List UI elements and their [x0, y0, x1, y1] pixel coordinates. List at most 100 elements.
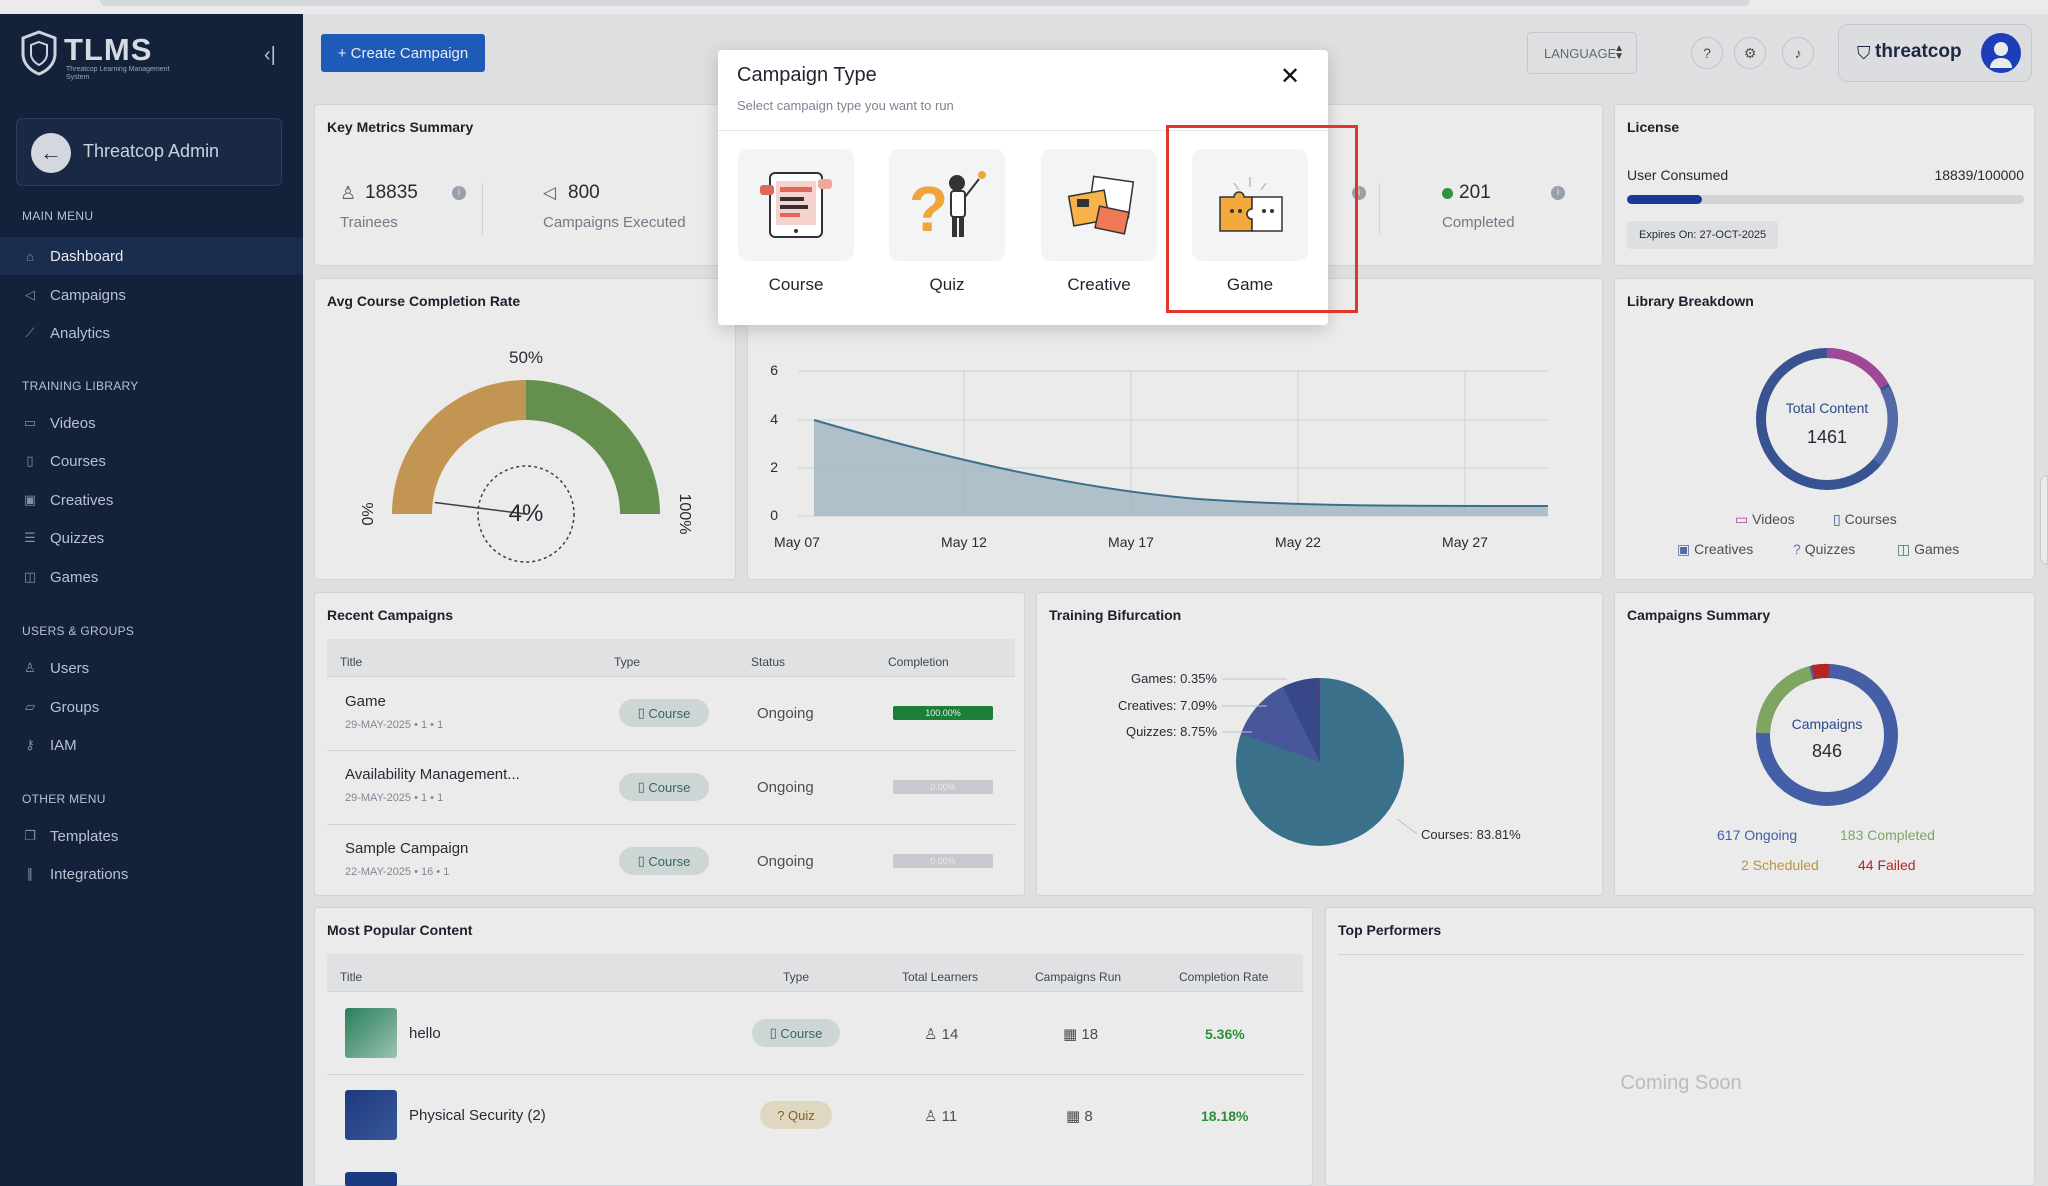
license-progress-track [1627, 195, 2024, 204]
link-icon: ∥ [26, 866, 34, 881]
create-campaign-button[interactable]: + Create Campaign [321, 34, 485, 72]
type-badge: ▯ Course [619, 699, 709, 727]
help-circle-icon: ? [777, 1107, 789, 1123]
content-title[interactable]: hello [409, 1025, 441, 1042]
completed-ring [1756, 666, 1814, 734]
course-illustration [738, 149, 854, 261]
sidebar-item-games[interactable]: ◫ Games [0, 558, 303, 596]
option-label: Quiz [929, 275, 965, 294]
shield-logo-icon [21, 30, 57, 76]
option-quiz[interactable]: ? Quiz [889, 149, 1005, 307]
gauge-left-arc [392, 380, 526, 514]
sidebar-item-dashboard[interactable]: ⌂ Dashboard [0, 237, 303, 275]
library-breakdown-title: Library Breakdown [1627, 293, 1754, 309]
info-icon[interactable]: i [1551, 186, 1565, 200]
sidebar-item-campaigns[interactable]: ◁ Campaigns [0, 276, 303, 314]
sidebar-item-label: Users [50, 659, 90, 677]
option-game[interactable]: Game [1192, 149, 1308, 307]
option-creative[interactable]: Creative [1041, 149, 1157, 307]
completion-rate: 5.36% [1205, 1026, 1245, 1042]
bell-icon[interactable]: ♪ [1782, 37, 1814, 69]
y-tick: 4 [770, 411, 778, 427]
sidebar-item-creatives[interactable]: ▣ Creatives [0, 481, 303, 519]
close-icon[interactable]: ✕ [1280, 63, 1301, 90]
content-title[interactable]: Physical Security (2) [409, 1107, 546, 1124]
gauge-value-label: 4% [509, 500, 544, 527]
sidebar-item-label: Groups [50, 698, 100, 716]
sidebar-item-label: Dashboard [50, 247, 124, 265]
book-icon: ▯ [637, 853, 649, 868]
sidebar-item-templates[interactable]: ❐ Templates [0, 817, 303, 855]
megaphone-icon: ◁ [25, 287, 35, 302]
sidebar-item-quizzes[interactable]: ☰ Quizzes [0, 519, 303, 557]
campaign-title[interactable]: Sample Campaign [345, 840, 469, 857]
campaigns-summary-title: Campaigns Summary [1627, 607, 1771, 623]
legend-label: Games [1914, 541, 1960, 557]
sidebar-item-videos[interactable]: ▭ Videos [0, 404, 303, 442]
donut-center-label: Total Content [1786, 400, 1869, 416]
avg-completion-title: Avg Course Completion Rate [327, 293, 521, 309]
creatives-ring [1873, 386, 1898, 466]
language-select[interactable]: LANGUAGE ▲ ▼ [1527, 32, 1637, 74]
campaigns-executed-value: 800 [568, 182, 600, 203]
runs-value: 18 [1081, 1026, 1099, 1043]
help-icon[interactable]: ? [1691, 37, 1723, 69]
col-status: Status [751, 655, 786, 669]
legend-ongoing: 617 Ongoing [1717, 827, 1798, 843]
sidebar-item-analytics[interactable]: ⟋ Analytics [0, 314, 303, 352]
type-badge: ▯ Course [619, 847, 709, 875]
brand-profile[interactable]: ⛉ threatcop [1838, 24, 2032, 82]
browser-bar [100, 0, 1750, 6]
info-icon[interactable]: i [452, 186, 466, 200]
sidebar-item-integrations[interactable]: ∥ Integrations [0, 855, 303, 893]
users-groups-label: USERS & GROUPS [22, 624, 135, 638]
recent-campaigns-card: Recent Campaigns Title Type Status Compl… [314, 592, 1025, 896]
selection-highlight [1166, 125, 1358, 313]
grid-icon: ▦ [1066, 1108, 1081, 1125]
campaign-title[interactable]: Availability Management... [345, 766, 520, 783]
creative-icon [1067, 175, 1135, 235]
gauge-right-label: 100% [676, 494, 693, 535]
completed-status-dot [1442, 188, 1453, 199]
table-header [327, 954, 1303, 992]
gear-icon[interactable]: ⚙ [1734, 37, 1766, 69]
legend-label: Creatives [1694, 541, 1754, 557]
quiz-icon: ? [909, 171, 986, 245]
back-arrow-icon[interactable]: ← [31, 133, 71, 173]
donut-center-label: Campaigns [1792, 716, 1863, 732]
pie-label-quizzes: Quizzes: 8.75% [1126, 724, 1217, 739]
campaign-meta: 29-MAY-2025 • 1 • 1 [345, 719, 444, 731]
sidebar-item-iam[interactable]: ⚷ IAM [0, 726, 303, 764]
completed-value: 201 [1459, 182, 1491, 203]
campaign-title[interactable]: Game [345, 693, 386, 710]
content-thumbnail [345, 1008, 397, 1058]
collapse-sidebar-icon[interactable]: ‹| [264, 44, 276, 66]
image-icon: ▣ [23, 492, 37, 507]
sidebar-item-users[interactable]: ♙ Users [0, 649, 303, 687]
trend-line-chart: 6 4 2 0 May 07 May 12 May 17 May 22 May … [770, 362, 1549, 550]
video-icon: ▭ [23, 415, 37, 430]
brand-name: threatcop [1875, 41, 1962, 62]
modal-title: Campaign Type [737, 64, 877, 86]
col-title: Title [340, 970, 363, 984]
col-title: Title [340, 655, 363, 669]
content-thumbnail [345, 1172, 397, 1186]
sidebar-item-courses[interactable]: ▯ Courses [0, 442, 303, 480]
sidebar-item-groups[interactable]: ▱ Groups [0, 688, 303, 726]
gauge-needle [434, 501, 527, 515]
option-label: Creative [1067, 275, 1131, 294]
book-icon: ▯ [1833, 511, 1841, 527]
most-popular-card: Most Popular Content Title Type Total Le… [314, 907, 1313, 1186]
sort-arrows-icon: ▲ ▼ [1614, 43, 1624, 62]
option-label: Game [1226, 275, 1274, 294]
pie-slice-games [1318, 677, 1320, 762]
coming-soon-text: Coming Soon [1620, 1072, 1742, 1094]
avatar[interactable] [1981, 33, 2021, 73]
gauge-top-label: 50% [509, 348, 543, 367]
col-campaigns-run: Campaigns Run [1035, 970, 1122, 984]
row-divider [327, 824, 1015, 825]
sidebar-item-label: Courses [50, 452, 106, 470]
admin-switcher[interactable]: ← Threatcop Admin [16, 118, 282, 186]
option-course[interactable]: Course [738, 149, 854, 307]
